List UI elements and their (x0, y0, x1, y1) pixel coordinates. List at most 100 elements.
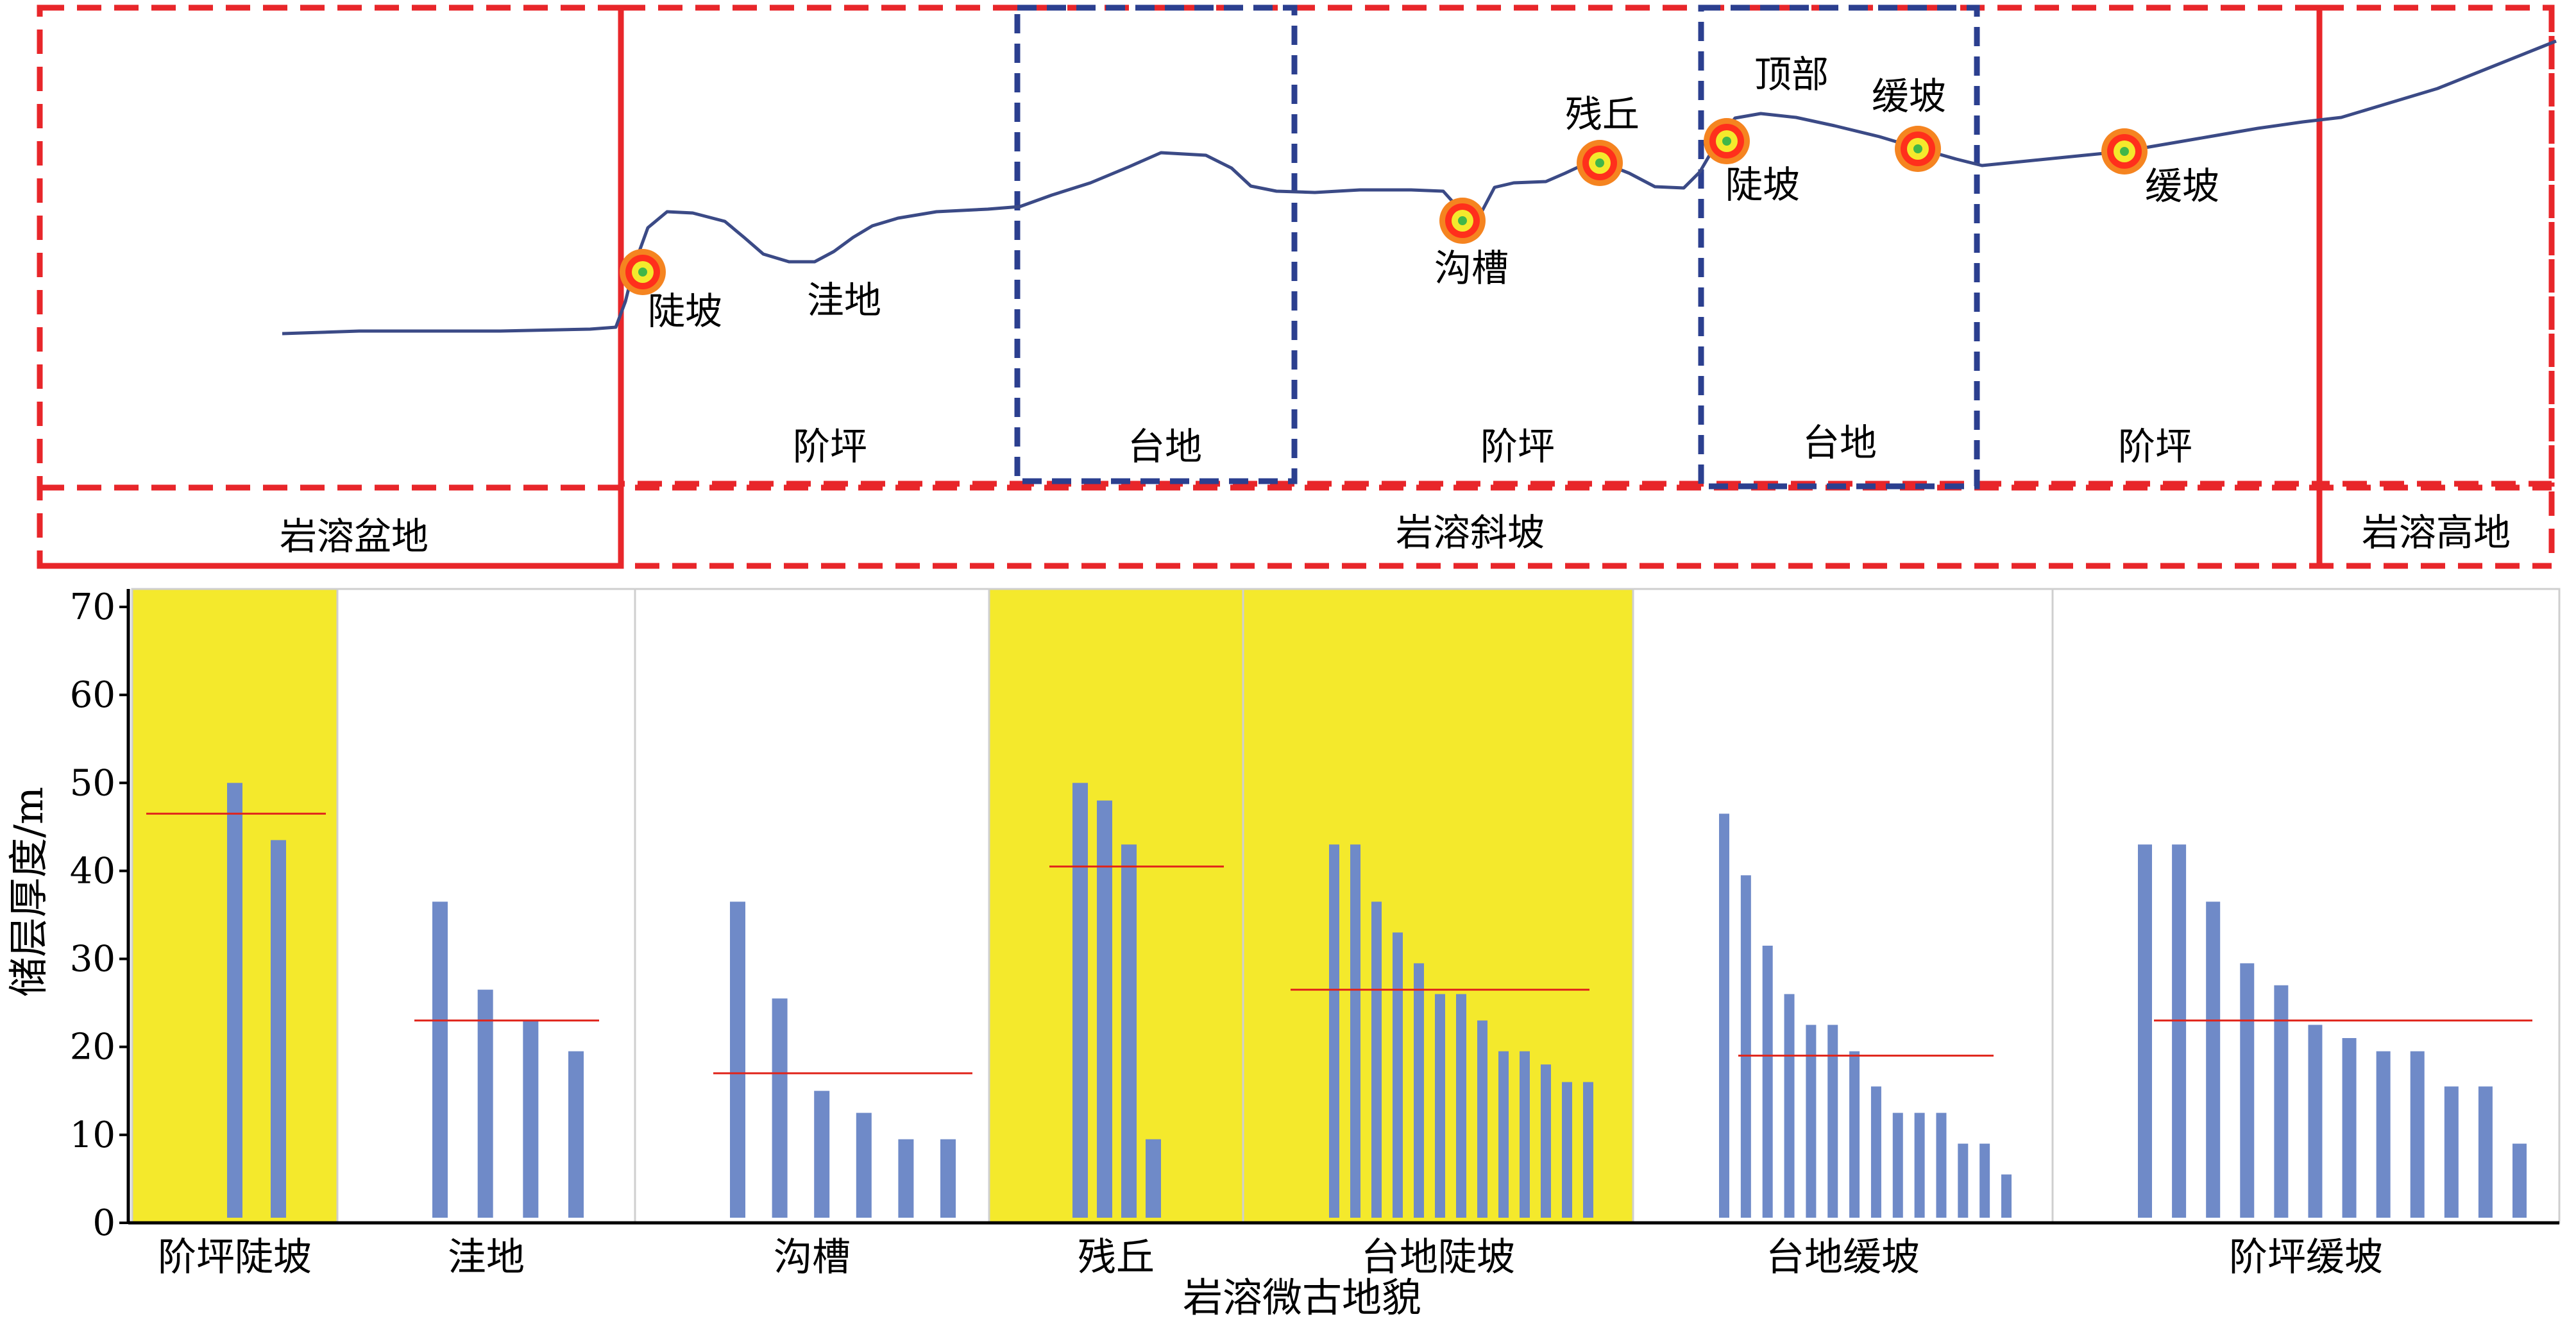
region-box-basin (37, 4, 624, 569)
zone-label-terrace1: 阶坪 (793, 425, 867, 468)
hotspot-steep1 (620, 249, 666, 295)
feature-label-steep2: 陡坡 (1725, 163, 1800, 207)
bar-6-7 (1849, 1051, 1860, 1218)
chart-panels (131, 588, 2561, 1224)
category-label-1: 阶坪陡坡 (158, 1235, 312, 1280)
bar-3-2 (772, 998, 788, 1218)
bar-5-2 (1350, 844, 1360, 1218)
bar-4-4 (1146, 1139, 1161, 1218)
bar-7-2 (2172, 844, 2187, 1218)
y-axis-title: 储层厚度/m (5, 787, 52, 997)
y-tick-label: 40 (70, 850, 115, 892)
bar-7-4 (2240, 963, 2255, 1218)
bar-5-5 (1414, 963, 1424, 1218)
bar-3-6 (940, 1139, 956, 1218)
feature-label-trough: 沟槽 (1434, 246, 1509, 290)
bar-6-14 (2001, 1174, 2012, 1218)
y-tick-label: 20 (70, 1027, 115, 1068)
y-tick-label: 60 (70, 674, 115, 716)
bar-2-3 (523, 1020, 539, 1218)
hotspot-markers (620, 118, 2148, 295)
bar-6-5 (1806, 1025, 1817, 1218)
bar-5-1 (1329, 844, 1339, 1218)
category-label-4: 残丘 (1078, 1235, 1155, 1280)
category-label-3: 沟槽 (774, 1235, 851, 1280)
bar-6-12 (1958, 1143, 1969, 1218)
feature-label-steep1: 陡坡 (648, 289, 722, 333)
panel-3 (634, 588, 990, 1224)
bar-6-11 (1936, 1112, 1947, 1218)
bar-5-7 (1456, 994, 1466, 1218)
hotspot-gentle1 (1895, 126, 1941, 172)
zone-label-platform2: 台地 (1802, 421, 1877, 464)
profile-diagram: 陡坡 洼地 沟槽 残丘 陡坡 顶部 缓坡 缓坡 阶坪 台地 阶坪 台地 阶坪 岩… (37, 4, 2557, 569)
region-label-slope: 岩溶斜坡 (1396, 511, 1545, 554)
bar-6-3 (1762, 946, 1773, 1218)
bar-3-4 (856, 1112, 872, 1218)
bar-6-6 (1827, 1025, 1838, 1218)
bar-5-3 (1371, 901, 1382, 1218)
feature-label-residual: 残丘 (1565, 92, 1640, 136)
bar-6-9 (1892, 1112, 1903, 1218)
y-tick-label: 10 (70, 1114, 115, 1156)
bar-7-11 (2478, 1086, 2493, 1218)
zone-box-slope (618, 4, 2323, 487)
region-label-highland: 岩溶高地 (2362, 511, 2511, 554)
hotspot-gentle2 (2101, 128, 2148, 175)
y-tick-label: 70 (70, 586, 115, 628)
feature-label-gentle1: 缓坡 (1872, 74, 1946, 118)
bar-5-8 (1477, 1020, 1487, 1218)
bar-3-5 (898, 1139, 914, 1218)
zone-label-platform1: 台地 (1128, 425, 1202, 468)
bar-3-1 (730, 901, 745, 1218)
category-label-2: 洼地 (448, 1235, 525, 1280)
feature-label-depression: 洼地 (807, 278, 881, 322)
y-tick-label: 30 (70, 939, 115, 980)
zone-label-terrace3: 阶坪 (2118, 425, 2192, 468)
bar-6-4 (1784, 994, 1795, 1218)
bar-3-3 (814, 1091, 830, 1218)
bar-5-6 (1435, 994, 1445, 1218)
category-label-6: 台地缓坡 (1766, 1235, 1920, 1280)
category-label-5: 台地陡坡 (1361, 1235, 1515, 1280)
bar-1-1 (227, 783, 242, 1218)
hotspot-residual (1577, 140, 1623, 186)
bar-7-1 (2138, 844, 2152, 1218)
hotspot-steep2 (1704, 118, 1750, 164)
y-tick-label: 0 (92, 1202, 115, 1244)
bar-7-9 (2410, 1051, 2425, 1218)
bar-4-1 (1072, 783, 1088, 1218)
bar-6-2 (1740, 875, 1751, 1218)
bar-5-4 (1393, 932, 1403, 1218)
platform-box-1 (1014, 4, 1298, 484)
panel-6 (1632, 588, 2054, 1224)
y-axis-ticks: 0 10 20 30 40 50 60 70 (70, 586, 128, 1244)
bar-4-2 (1097, 800, 1112, 1218)
hotspot-trough (1439, 198, 1486, 244)
x-axis-title: 岩溶微古地貌 (1183, 1274, 1421, 1321)
zone-box-highland (2316, 4, 2555, 487)
bar-5-13 (1583, 1082, 1593, 1218)
bar-7-12 (2512, 1143, 2527, 1218)
bar-2-2 (477, 989, 493, 1218)
panel-4 (988, 588, 1244, 1224)
bar-4-3 (1121, 844, 1137, 1218)
bar-7-8 (2376, 1051, 2391, 1218)
chart-mean-lines (146, 812, 2532, 1075)
thickness-chart: 0 10 20 30 40 50 60 70 阶坪陡坡 洼地 沟槽 残丘 台地陡坡 台地缓坡 阶坪缓坡 储… (5, 586, 2561, 1321)
bar-7-6 (2308, 1025, 2323, 1218)
y-tick-label: 50 (70, 762, 115, 804)
zone-label-terrace2: 阶坪 (1480, 425, 1555, 468)
panel-7 (2051, 588, 2561, 1224)
bar-2-1 (432, 901, 448, 1218)
bar-5-12 (1562, 1082, 1572, 1218)
chart-bars (227, 783, 2527, 1218)
bar-7-7 (2342, 1038, 2357, 1218)
x-axis-categories: 阶坪陡坡 洼地 沟槽 残丘 台地陡坡 台地缓坡 阶坪缓坡 (158, 1235, 2383, 1280)
category-label-7: 阶坪缓坡 (2229, 1235, 2383, 1280)
bar-1-2 (271, 840, 286, 1218)
region-label-basin: 岩溶盆地 (280, 515, 428, 558)
bar-7-10 (2444, 1086, 2459, 1218)
bar-6-8 (1870, 1086, 1881, 1218)
